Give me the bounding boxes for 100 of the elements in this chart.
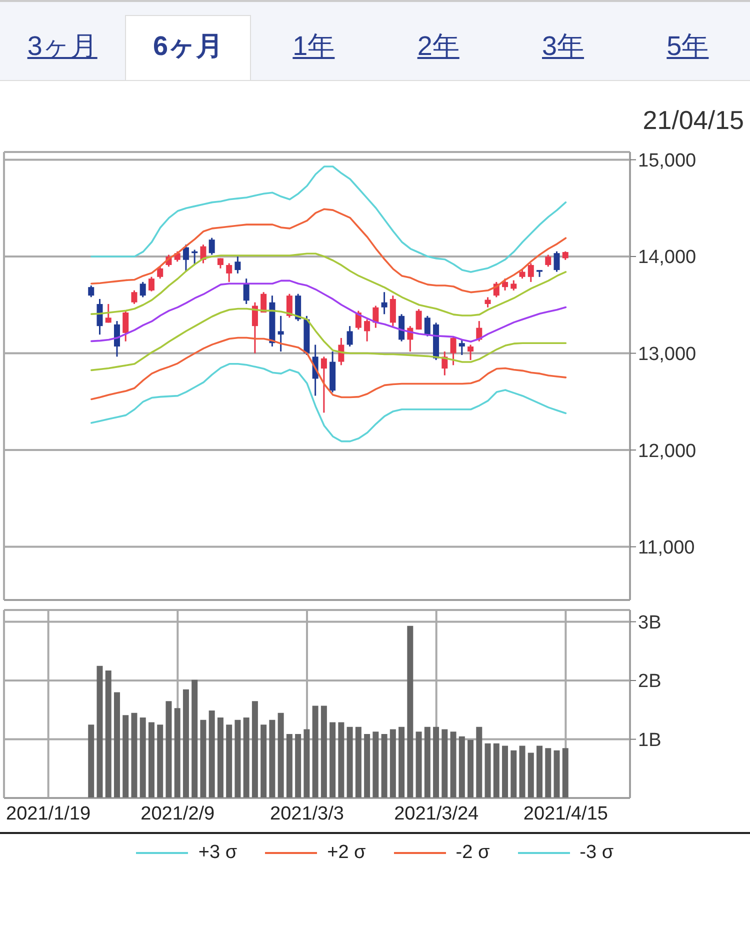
candlestick — [381, 291, 388, 315]
y-tick-label: 15,000 — [638, 150, 696, 172]
text: 21/04/15 — [642, 104, 745, 137]
bar — [312, 706, 318, 798]
bar — [295, 734, 302, 798]
candlestick — [226, 262, 232, 283]
bar — [174, 708, 180, 798]
bar — [502, 746, 508, 798]
bar — [372, 732, 379, 798]
bar — [114, 692, 120, 798]
text: 2年 — [416, 30, 460, 63]
bar — [200, 720, 206, 798]
line-series — [90, 166, 567, 273]
bar — [528, 752, 534, 798]
x-tick-label: 2021/2/9 — [140, 803, 215, 824]
bar — [510, 750, 517, 798]
bar — [390, 729, 396, 798]
candlestick — [278, 315, 284, 352]
bar — [458, 736, 465, 798]
bar — [355, 726, 362, 798]
candlestick — [554, 250, 560, 273]
bar — [105, 670, 112, 798]
text: 5年 — [666, 30, 710, 63]
candlestick — [286, 293, 292, 318]
candlestick — [131, 290, 138, 305]
bar — [450, 732, 456, 798]
bar — [166, 701, 172, 798]
legend-label: +3 σ — [198, 842, 238, 864]
y-tick-label: 11,000 — [638, 538, 695, 559]
bar — [122, 715, 129, 798]
x-tick-label: 2021/1/19 — [6, 803, 91, 824]
candlestick — [96, 298, 103, 336]
text: 3年 — [541, 30, 586, 63]
bar — [433, 726, 440, 798]
text: 1年 — [292, 30, 336, 63]
y-tick-label: 13,000 — [638, 344, 696, 366]
bar — [519, 746, 526, 798]
bar — [442, 729, 448, 798]
x-tick-label: 2021/3/24 — [394, 803, 480, 824]
bar — [260, 724, 267, 798]
y-tick-label: 1B — [638, 730, 662, 751]
bar — [304, 729, 310, 798]
candlestick — [510, 280, 517, 292]
candlestick — [346, 325, 353, 348]
bar — [140, 718, 146, 798]
x-tick-label: 2021/3/3 — [270, 803, 344, 824]
bar — [157, 724, 164, 798]
text: 3ヶ月 — [26, 30, 98, 63]
candlestick — [148, 276, 154, 292]
bar — [536, 746, 543, 798]
bar — [346, 726, 353, 798]
candlestick — [502, 278, 508, 292]
candlestick — [88, 284, 94, 298]
y-tick-label: 12,000 — [638, 440, 696, 462]
bar — [554, 750, 560, 798]
bar — [468, 740, 474, 798]
y-tick-label: 3B — [638, 612, 662, 634]
candlestick — [243, 278, 250, 305]
bar — [96, 666, 103, 798]
bar — [278, 712, 284, 798]
line-series — [90, 336, 567, 400]
bar — [208, 710, 215, 798]
bar — [88, 724, 94, 798]
bar — [407, 626, 414, 798]
candlestick — [364, 318, 370, 342]
candlestick — [234, 256, 241, 274]
candlestick — [114, 320, 120, 358]
candlestick — [450, 336, 456, 366]
candlestick — [484, 296, 491, 308]
candlestick — [157, 266, 164, 280]
candlestick — [390, 294, 396, 327]
legend-label: -2 σ — [456, 842, 490, 864]
candlestick — [545, 254, 552, 268]
bar — [217, 718, 224, 798]
candlestick — [122, 310, 129, 342]
bar — [484, 743, 491, 798]
bar — [269, 720, 276, 798]
candlestick — [424, 315, 430, 338]
bar — [252, 701, 258, 798]
bar — [562, 748, 568, 798]
candlestick — [468, 344, 474, 361]
bar — [398, 726, 405, 798]
candlestick — [105, 303, 112, 324]
x-tick-label: 2021/4/15 — [523, 803, 608, 824]
y-tick-label: 14,000 — [638, 247, 696, 268]
bar — [320, 706, 327, 798]
bar — [424, 726, 430, 798]
candlestick — [217, 257, 224, 270]
bar — [131, 712, 138, 798]
bar — [338, 722, 344, 798]
candlestick — [398, 313, 405, 342]
y-tick-label: 2B — [638, 671, 662, 692]
candlestick — [338, 337, 344, 366]
bar — [182, 689, 189, 798]
candlestick — [528, 262, 534, 283]
text: 6ヶ月 — [124, 15, 252, 80]
bar — [243, 718, 250, 798]
bar — [148, 722, 154, 798]
bar — [286, 734, 292, 798]
bar — [234, 720, 241, 798]
